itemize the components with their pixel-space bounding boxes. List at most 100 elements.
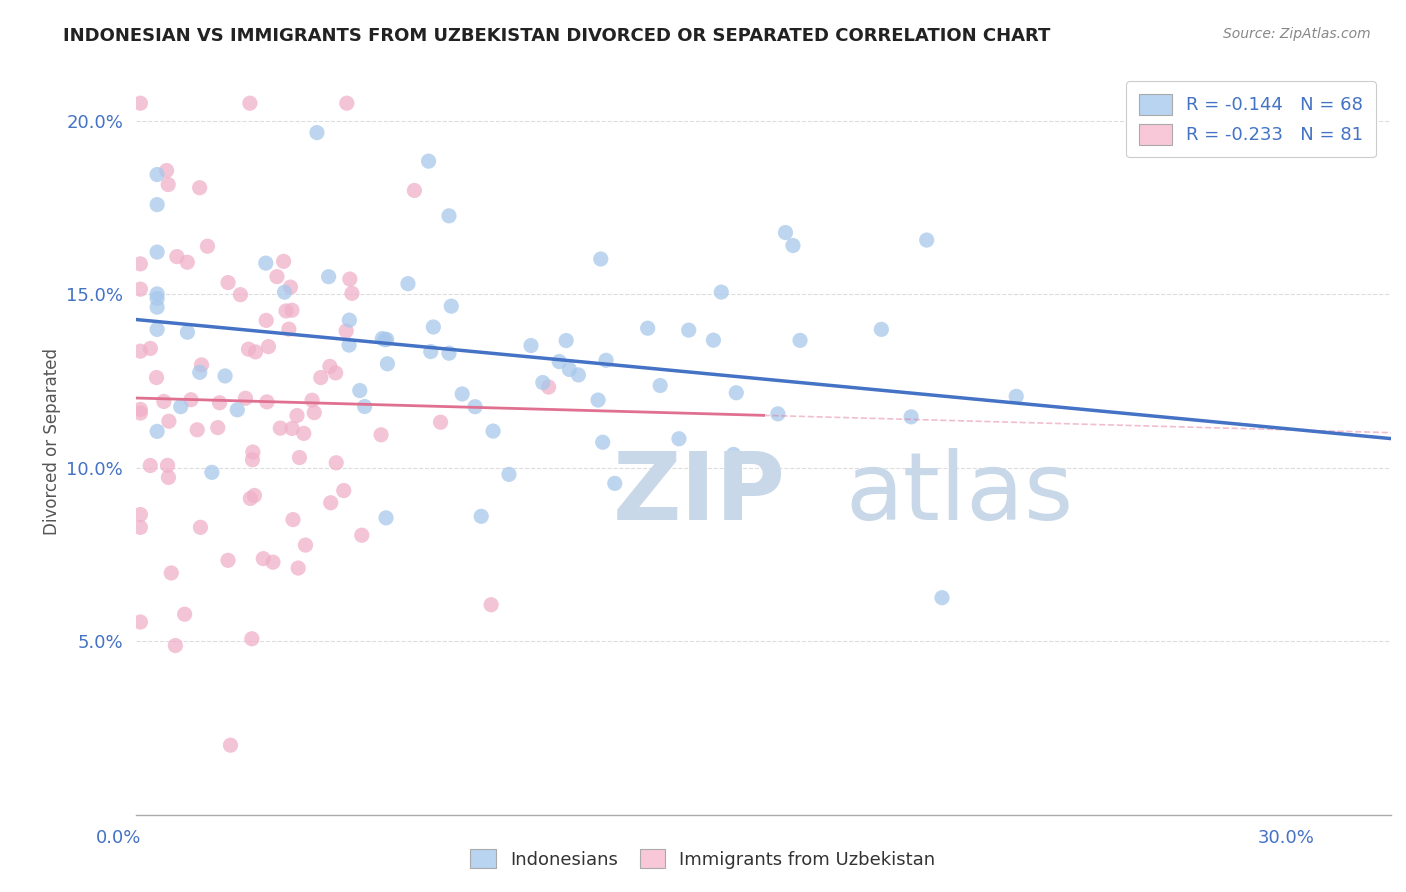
- Point: [155, 163, 177, 178]
- Point: [146, 292, 169, 306]
- Point: [262, 555, 284, 569]
- Point: [567, 368, 589, 382]
- Y-axis label: Divorced or Separated: Divorced or Separated: [44, 348, 60, 535]
- Text: 30.0%: 30.0%: [1258, 829, 1315, 847]
- Point: [129, 615, 152, 629]
- Point: [337, 313, 360, 327]
- Point: [243, 488, 266, 502]
- Point: [226, 402, 249, 417]
- Point: [129, 282, 152, 296]
- Point: [146, 197, 169, 211]
- Point: [129, 520, 152, 534]
- Point: [269, 421, 291, 435]
- Point: [586, 392, 609, 407]
- Point: [710, 285, 733, 299]
- Point: [755, 478, 778, 492]
- Point: [281, 421, 304, 435]
- Point: [548, 354, 571, 368]
- Point: [429, 415, 451, 429]
- Point: [498, 467, 520, 482]
- Point: [531, 376, 554, 390]
- Point: [374, 333, 396, 347]
- Point: [280, 280, 302, 294]
- Point: [281, 303, 304, 318]
- Point: [637, 321, 659, 335]
- Point: [240, 632, 263, 646]
- Point: [377, 357, 399, 371]
- Point: [146, 322, 169, 336]
- Point: [146, 245, 169, 260]
- Point: [153, 394, 176, 409]
- Point: [186, 423, 208, 437]
- Point: [319, 359, 342, 374]
- Point: [479, 598, 502, 612]
- Point: [339, 272, 361, 286]
- Point: [157, 470, 180, 484]
- Point: [592, 435, 614, 450]
- Point: [870, 322, 893, 336]
- Point: [235, 391, 257, 405]
- Point: [285, 409, 308, 423]
- Text: atlas: atlas: [845, 448, 1073, 540]
- Point: [702, 333, 724, 347]
- Legend: R = -0.144   N = 68, R = -0.233   N = 81: R = -0.144 N = 68, R = -0.233 N = 81: [1126, 81, 1375, 157]
- Point: [146, 286, 169, 301]
- Point: [281, 513, 304, 527]
- Point: [166, 250, 188, 264]
- Point: [603, 476, 626, 491]
- Point: [725, 385, 748, 400]
- Point: [775, 226, 797, 240]
- Point: [129, 344, 152, 359]
- Point: [470, 509, 492, 524]
- Point: [273, 254, 295, 268]
- Point: [146, 425, 169, 439]
- Point: [558, 362, 581, 376]
- Point: [207, 420, 229, 434]
- Point: [418, 154, 440, 169]
- Point: [245, 345, 267, 359]
- Point: [537, 380, 560, 394]
- Point: [482, 424, 505, 438]
- Point: [160, 566, 183, 580]
- Point: [371, 332, 394, 346]
- Point: [257, 340, 280, 354]
- Point: [668, 432, 690, 446]
- Point: [157, 414, 180, 428]
- Point: [173, 607, 195, 622]
- Point: [440, 299, 463, 313]
- Point: [156, 458, 179, 473]
- Point: [595, 353, 617, 368]
- Point: [318, 269, 340, 284]
- Point: [201, 466, 224, 480]
- Point: [277, 322, 299, 336]
- Point: [422, 320, 444, 334]
- Point: [180, 392, 202, 407]
- Point: [129, 257, 152, 271]
- Point: [287, 561, 309, 575]
- Point: [139, 458, 162, 473]
- Point: [176, 325, 198, 339]
- Point: [340, 286, 363, 301]
- Point: [915, 233, 938, 247]
- Point: [294, 538, 316, 552]
- Point: [325, 366, 347, 380]
- Point: [766, 407, 789, 421]
- Point: [146, 168, 169, 182]
- Point: [188, 180, 211, 194]
- Point: [176, 255, 198, 269]
- Point: [288, 450, 311, 465]
- Point: [170, 400, 193, 414]
- Point: [129, 406, 152, 420]
- Point: [900, 409, 922, 424]
- Point: [375, 511, 398, 525]
- Text: ZIP: ZIP: [613, 448, 786, 540]
- Point: [309, 370, 332, 384]
- Point: [197, 239, 219, 253]
- Point: [419, 344, 441, 359]
- Point: [336, 96, 359, 111]
- Point: [238, 342, 260, 356]
- Point: [404, 184, 426, 198]
- Point: [678, 323, 700, 337]
- Point: [188, 365, 211, 379]
- Point: [292, 426, 315, 441]
